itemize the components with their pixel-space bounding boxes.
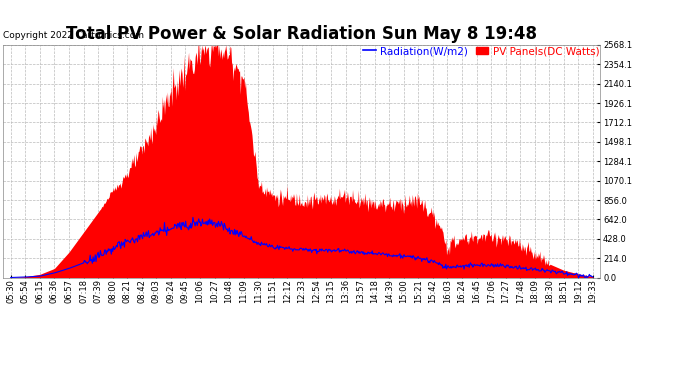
Text: Copyright 2022 Cartronics.com: Copyright 2022 Cartronics.com [3,32,144,40]
Title: Total PV Power & Solar Radiation Sun May 8 19:48: Total PV Power & Solar Radiation Sun May… [66,26,538,44]
Legend: Radiation(W/m2), PV Panels(DC Watts): Radiation(W/m2), PV Panels(DC Watts) [363,46,599,56]
